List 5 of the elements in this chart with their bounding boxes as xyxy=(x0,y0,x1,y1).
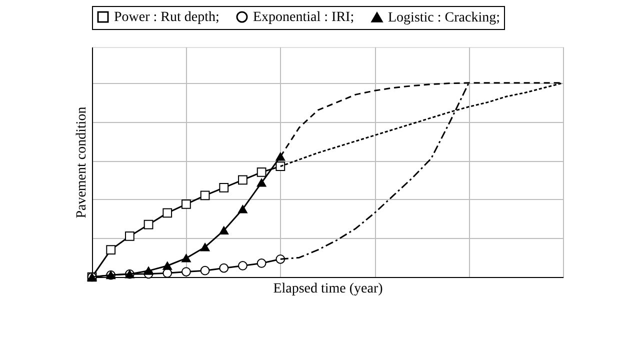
legend-label: Power : Rut depth; xyxy=(114,10,220,25)
legend-label: Exponential : IRI; xyxy=(253,10,354,25)
y-axis-title: Pavement condition xyxy=(74,106,90,218)
x-axis-title: Elapsed time (year) xyxy=(273,282,384,296)
legend-label: Logistic : Cracking; xyxy=(388,10,500,26)
